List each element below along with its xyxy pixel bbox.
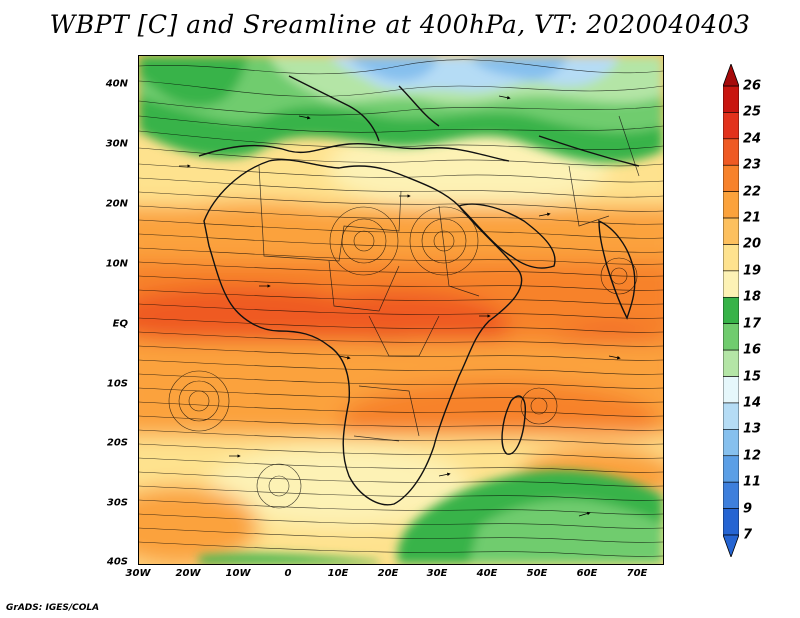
colorbar-swatch [723,112,739,140]
colorbar-label: 11 [743,474,762,490]
map-title: WBPT [C] and Sreamline at 400hPa, VT: 20… [49,10,751,39]
lon-label-70e: 70E [626,568,648,579]
colorbar-bottom-arrow [723,534,739,557]
colorbar-swatch [723,85,739,113]
lat-label-20n: 20N [105,198,128,210]
wbpt-field [139,56,663,564]
colorbar-label: 18 [743,289,762,305]
colorbar-label: 24 [743,131,762,147]
lon-label-20e: 20E [377,568,399,579]
lat-label-10s: 10S [106,378,128,390]
colorbar-swatch [723,270,739,298]
colorbar-swatches [723,85,739,536]
colorbar-label: 21 [743,210,762,226]
map-panel [138,55,664,565]
colorbar-swatch [723,244,739,272]
colorbar-swatch [723,138,739,166]
colorbar-label: 19 [743,263,762,279]
colorbar-swatch [723,402,739,430]
colorbar-swatch [723,349,739,377]
lat-label-20s: 20S [106,437,128,449]
colorbar-label: 9 [743,501,753,517]
colorbar-swatch [723,376,739,404]
lat-label-30n: 30N [105,138,128,150]
lon-label-60e: 60E [576,568,598,579]
colorbar-swatch [723,191,739,219]
colorbar-label: 23 [743,157,762,173]
lat-label-40s: 40S [106,556,128,568]
streamlines [139,59,663,557]
colorbar-swatch [723,508,739,536]
colorbar-label: 15 [743,369,762,385]
colorbar-swatch [723,429,739,457]
lat-label-eq: EQ [112,318,128,330]
lon-label-30e: 30E [426,568,448,579]
colorbar-swatch [723,164,739,192]
colorbar-label: 12 [743,448,762,464]
lat-label-30s: 30S [106,497,128,509]
colorbar-label: 13 [743,421,762,437]
colorbar-label: 22 [743,184,762,200]
colorbar-label: 25 [743,104,762,120]
colorbar-swatch [723,481,739,509]
colorbar-swatch [723,217,739,245]
colorbar-label: 7 [743,527,753,543]
colorbar-label: 16 [743,342,762,358]
lon-label-50e: 50E [526,568,548,579]
lon-label-0: 0 [284,568,292,579]
colorbar-label: 14 [743,395,762,411]
colorbar [723,64,739,557]
lon-label-10w: 10W [225,568,251,579]
colorbar-top-arrow [723,64,739,87]
borders [258,115,640,442]
colorbar-label: 17 [743,316,762,332]
lon-label-20w: 20W [175,568,201,579]
colorbar-swatch [723,323,739,351]
colorbar-swatch [723,455,739,483]
credit-text: GrADS: IGES/COLA [6,603,100,613]
lon-label-40e: 40E [476,568,498,579]
colorbar-label: 26 [743,78,762,94]
southern-cool-air [199,470,663,564]
colorbar-swatch [723,296,739,325]
colorbar-label: 20 [743,236,762,252]
coastlines [198,75,640,506]
lat-label-10n: 10N [105,258,128,270]
lat-label-40n: 40N [105,78,128,90]
lon-label-30w: 30W [125,568,151,579]
flow-arrows [179,95,621,517]
lon-label-10e: 10E [327,568,349,579]
